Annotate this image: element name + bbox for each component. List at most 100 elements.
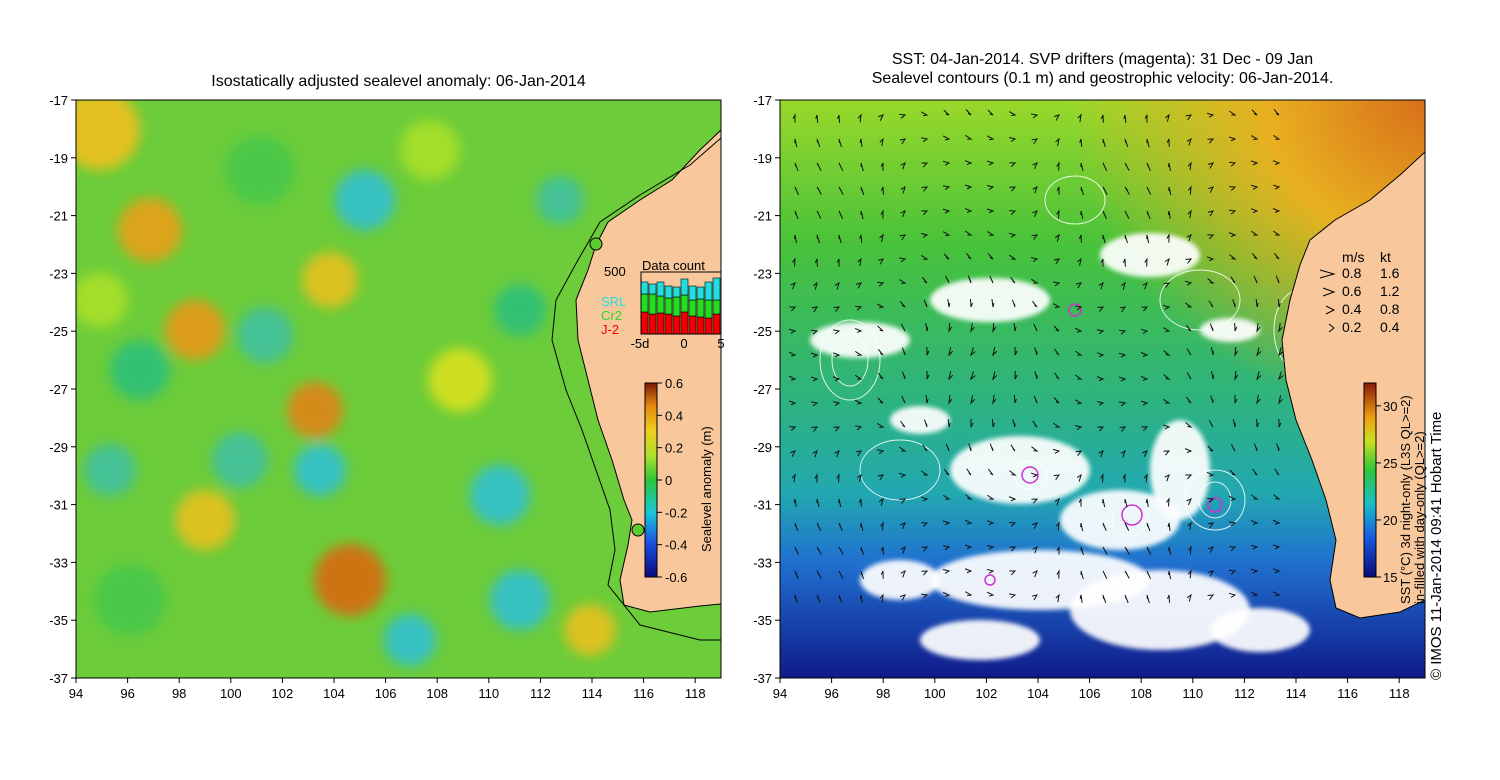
x-tick-label: 104 [323,686,345,701]
sealevel-colorbar-label: Sealevel anomaly (m) [699,426,714,552]
inset-bar-segment [664,285,673,299]
x-tick-label: 96 [120,686,134,701]
y-tick-label: -27 [49,382,68,397]
inset-bar-segment [656,281,665,297]
x-tick-label: 102 [976,686,998,701]
velocity-key-arrow [1328,323,1335,333]
inset-bar-segment [688,299,697,317]
sealevel-colorbar-tick: 0.6 [665,376,683,391]
velocity-key-kt: 0.4 [1380,319,1400,335]
y-tick-label: -19 [49,151,68,166]
velocity-key-ms: 0.6 [1342,283,1362,299]
y-tick-label: -35 [49,613,68,628]
inset-bar-segment [696,298,705,318]
left-map [76,100,721,678]
y-tick-label: -27 [753,382,772,397]
tide-gauge-marker [589,237,603,251]
australia-landmass [575,129,721,613]
y-tick-label: -31 [753,498,772,513]
inset-bar-segment [696,286,705,300]
x-tick-label: 112 [530,686,551,701]
sealevel-colorbar-tick: 0.2 [665,441,683,456]
inset-bar-segment [688,285,697,301]
legend-j2: J-2 [601,322,619,337]
x-tick-label: 110 [478,686,499,701]
x-tick-label: 106 [1079,686,1101,701]
drifter-track [1207,497,1223,513]
velocity-key-ms: 0.2 [1342,319,1362,335]
inset-bar-segment [664,313,673,335]
inset-bar-segment [640,281,649,295]
velocity-key: m/s kt 0.8 1.6 0.6 1.2 0.4 0.8 0.2 0.4 [1319,249,1400,335]
y-tick-label: -21 [49,209,68,224]
sealevel-colorbar-tick: 0 [665,473,672,488]
sst-colorbar-tick: 25 [1383,456,1397,471]
data-count-inset: Data count 500 -5d 0 5 SRL Cr2 J-2 [601,258,725,351]
inset-bar-segment [704,299,713,319]
legend-cr2: Cr2 [601,308,622,323]
drifter-track [1121,504,1143,526]
inset-bar-segment [648,313,657,335]
y-tick-label: -23 [49,266,68,281]
inset-bar-segment [672,296,681,317]
inset-bar-segment [680,278,689,296]
inset-ymax-label: 500 [604,264,626,279]
sst-colorbar-tick: 30 [1383,399,1397,414]
y-tick-label: -19 [753,151,772,166]
x-tick-label: 114 [1286,686,1307,701]
velocity-key-arrow [1325,305,1336,315]
x-tick-label: 118 [685,686,706,701]
right-title-line1: SST: 04-Jan-2014. SVP drifters (magenta)… [891,51,1314,68]
inset-bar-segment [696,316,705,335]
x-tick-label: 104 [1027,686,1049,701]
shelf-contour [551,137,721,641]
legend-srl: SRL [601,294,626,309]
sealevel-colorbar: 0.6 0.4 0.2 0 -0.2 -0.4 -0.6 Sealevel anomaly … [644,376,714,585]
australia-landmass [1281,151,1425,619]
x-tick-label: 102 [272,686,294,701]
x-tick-label: 94 [69,686,83,701]
y-tick-label: -35 [753,613,772,628]
x-tick-label: 100 [220,686,242,701]
inset-bar-segment [688,315,697,335]
inset-bar-segment [704,281,713,301]
x-tick-label: 108 [1130,686,1152,701]
inset-bar-segment [672,286,681,298]
y-tick-label: -37 [753,671,772,686]
velocity-key-kt: 1.6 [1380,265,1400,281]
x-tick-label: 98 [172,686,186,701]
velocity-key-kt: 0.8 [1380,301,1400,317]
inset-bar-segment [712,299,721,315]
drifter-track [1068,303,1082,317]
inset-bar-segment [640,311,649,335]
sealevel-colorbar-tick: -0.4 [665,538,687,553]
inset-bar-segment [648,283,657,295]
inset-xtick: -5d [631,336,650,351]
x-tick-label: 94 [773,686,787,701]
inset-xtick: 5 [717,336,724,351]
right-title-line2: Sealevel contours (0.1 m) and geostrophi… [871,70,1334,87]
x-tick-label: 114 [582,686,603,701]
y-tick-label: -17 [753,93,772,108]
sst-colorbar-label-line2: in-filled with day-only (QL>=2) [1412,431,1427,604]
y-tick-label: -25 [753,324,772,339]
y-tick-label: -33 [753,555,772,570]
x-tick-label: 96 [824,686,838,701]
x-tick-label: 118 [1389,686,1410,701]
velocity-key-kt-header: kt [1380,249,1391,265]
inset-bar-segment [680,311,689,335]
sst-colorbar: 30 25 20 15 SST (°C) 3d night-only (L3S QL>… [1363,382,1427,604]
y-tick-label: -17 [49,93,68,108]
x-tick-label: 112 [1234,686,1255,701]
velocity-key-ms-header: m/s [1342,249,1365,265]
x-tick-label: 98 [876,686,890,701]
velocity-key-arrow [1322,287,1336,297]
inset-bar-segment [712,313,721,335]
y-tick-label: -31 [49,498,68,513]
inset-bar-segment [640,293,649,313]
inset-title: Data count [642,258,705,273]
x-tick-label: 110 [1182,686,1203,701]
right-map [780,100,1425,678]
x-tick-label: 116 [633,686,654,701]
